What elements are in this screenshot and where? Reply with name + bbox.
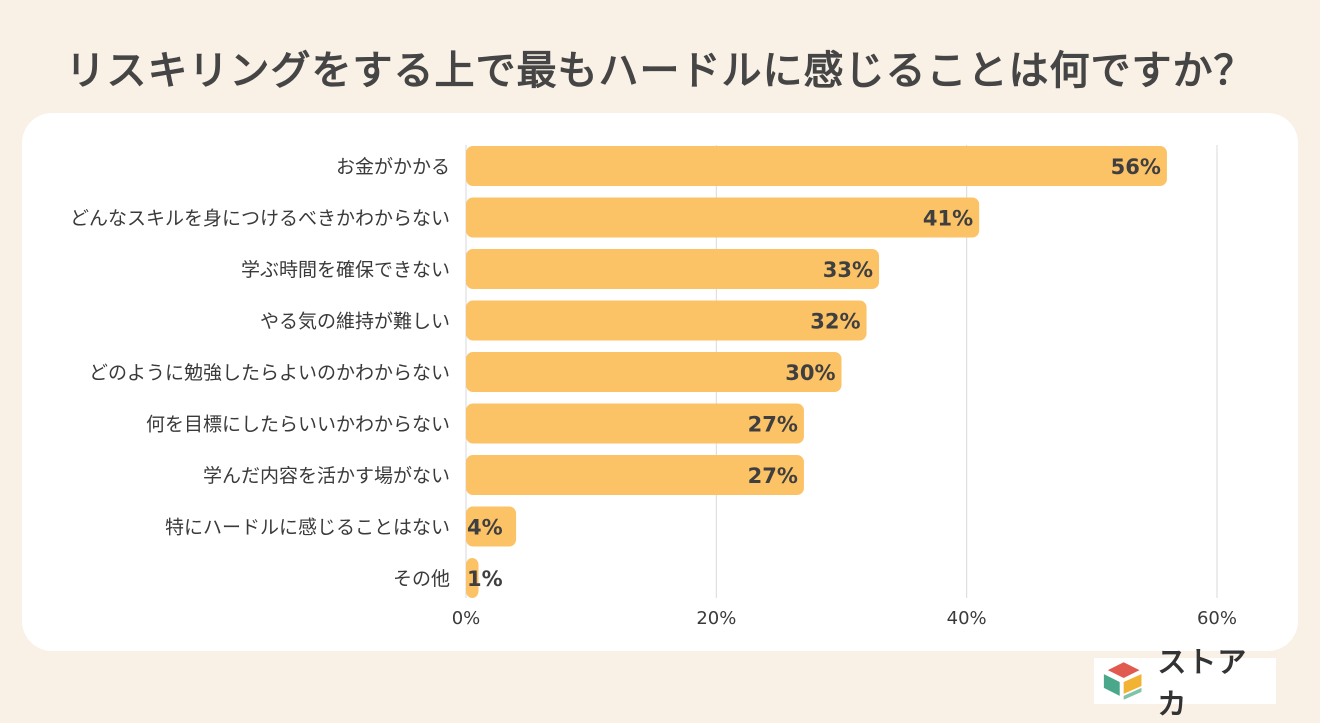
bar	[466, 352, 842, 392]
value-label: 27%	[748, 413, 798, 437]
value-label: 32%	[810, 310, 860, 334]
value-label: 4%	[467, 516, 503, 540]
category-label: 学んだ内容を活かす場がない	[203, 465, 450, 487]
bar	[466, 249, 880, 289]
category-label: どのように勉強したらよいのかわからない	[89, 362, 450, 384]
value-label: 56%	[1111, 155, 1161, 179]
logo-text: ストアカ	[1157, 645, 1248, 721]
category-label: やる気の維持が難しい	[260, 311, 450, 333]
category-label: お金がかかる	[336, 156, 450, 178]
category-label: 何を目標にしたらいいかわからない	[146, 414, 450, 436]
category-label: 学ぶ時間を確保できない	[241, 259, 450, 281]
bar	[466, 455, 804, 495]
bar	[466, 197, 980, 238]
x-tick-label: 20%	[696, 608, 736, 629]
bars	[466, 146, 1167, 598]
bar	[466, 300, 867, 341]
labels: 0% 20% 40% 60% お金がかかる 56% どんなスキルを身につけるべきかわからない…	[70, 155, 1237, 629]
bar	[466, 146, 1167, 186]
x-tick-label: 60%	[1197, 608, 1237, 629]
brand-logo: ストアカ	[1094, 645, 1276, 721]
value-label: 27%	[748, 464, 798, 488]
category-label: 特にハードルに感じることはない	[165, 517, 450, 539]
value-label: 30%	[785, 361, 835, 385]
bar	[466, 506, 517, 547]
chart-title: リスキリングをする上で最もハードルに感じることは何ですか？	[65, 48, 1255, 94]
logo-mark-icon	[1103, 662, 1142, 700]
bar	[466, 403, 804, 444]
category-label: その他	[393, 568, 450, 590]
category-label: どんなスキルを身につけるべきかわからない	[70, 208, 450, 230]
bar	[466, 558, 479, 598]
value-label: 1%	[467, 567, 503, 591]
value-label: 33%	[823, 258, 873, 282]
x-tick-label: 40%	[947, 608, 987, 629]
x-tick-label: 0%	[452, 608, 481, 629]
value-label: 41%	[923, 207, 973, 231]
